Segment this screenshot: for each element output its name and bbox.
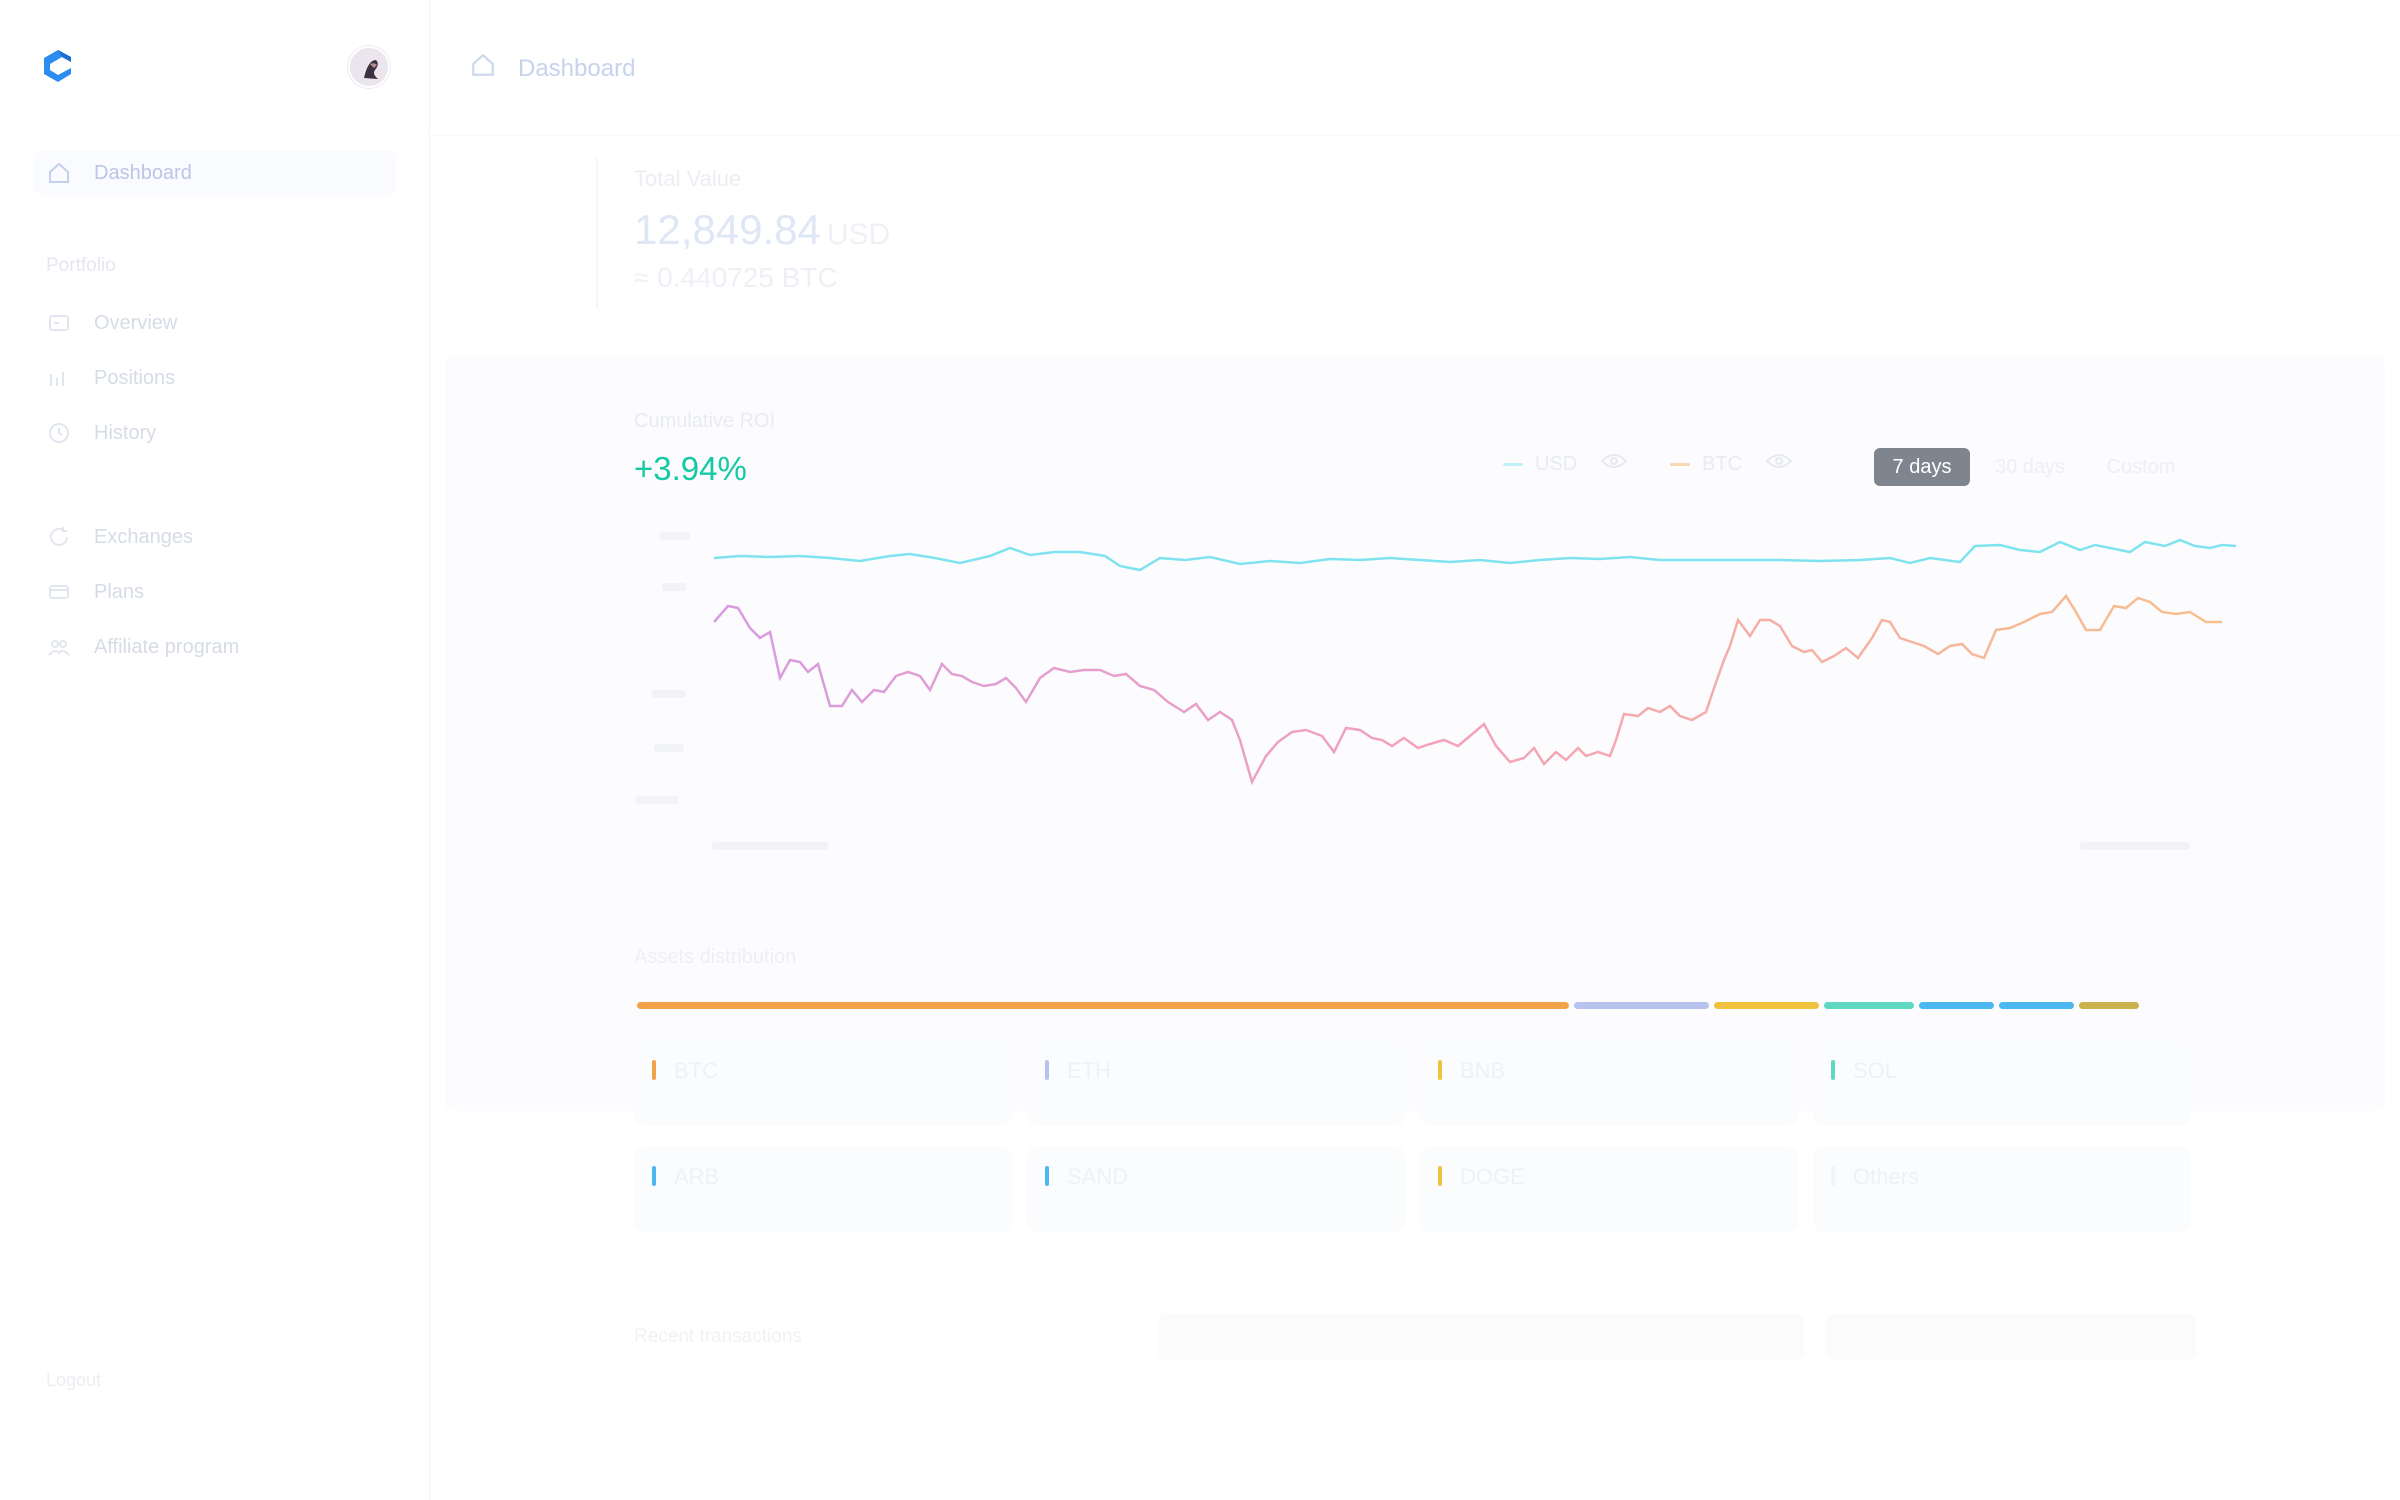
asset-card-bnb[interactable]: BNB xyxy=(1420,1040,1798,1126)
usd-series-line xyxy=(713,538,2237,572)
btc-series-line xyxy=(713,593,2222,786)
sidebar-item-exchanges[interactable]: Exchanges xyxy=(34,514,396,560)
range-7-days-button[interactable]: 7 days xyxy=(1874,448,1970,486)
sidebar-item-label: Dashboard xyxy=(94,161,192,184)
sidebar-item-label: History xyxy=(94,421,157,444)
roi-label: Cumulative ROI xyxy=(634,410,776,432)
logout-link[interactable]: Logout xyxy=(46,1370,102,1390)
sidebar-item-label: Affiliate program xyxy=(94,635,240,658)
roi-value: +3.94% xyxy=(634,450,747,487)
legend-label: USD xyxy=(1535,452,1578,475)
total-value-unit: USD xyxy=(826,218,891,251)
distribution-segment xyxy=(1919,1002,1994,1009)
distribution-segment xyxy=(1714,1002,1819,1009)
assets-distribution-label: Assets distribution xyxy=(634,946,797,968)
roi-panel xyxy=(445,356,2385,1111)
sidebar-item-label: Exchanges xyxy=(94,525,193,548)
logo-icon[interactable] xyxy=(38,46,78,86)
asset-card-name: SOL xyxy=(1853,1058,1898,1083)
home-icon xyxy=(46,160,72,186)
distribution-segment xyxy=(637,1002,1569,1009)
sidebar-item-dashboard[interactable]: Dashboard xyxy=(34,150,396,196)
asset-color-mark xyxy=(652,1166,656,1186)
asset-card-name: Others xyxy=(1853,1164,1920,1189)
legend-label: BTC xyxy=(1702,452,1742,475)
total-value-block: Total Value 12,849.84 USD ≈ 0.440725 BTC xyxy=(596,158,890,308)
asset-card-doge[interactable]: DOGE xyxy=(1420,1146,1798,1232)
asset-color-mark xyxy=(1045,1060,1049,1080)
asset-card-arb[interactable]: ARB xyxy=(634,1146,1012,1232)
legend-usd[interactable]: USD xyxy=(1503,452,1628,476)
total-value-amount: 12,849.84 xyxy=(634,206,821,253)
recent-transactions-label: Recent transactions xyxy=(634,1326,802,1347)
history-icon xyxy=(46,420,72,446)
eye-icon[interactable] xyxy=(1765,452,1793,476)
sidebar-item-label: Overview xyxy=(94,311,178,334)
exchanges-icon xyxy=(46,524,72,550)
transactions-search-input[interactable] xyxy=(1158,1314,1804,1360)
asset-card-others[interactable]: Others xyxy=(1813,1146,2191,1232)
sidebar-item-overview[interactable]: Overview xyxy=(34,300,396,346)
chart-axis-ticks xyxy=(636,532,2190,850)
asset-color-mark xyxy=(652,1060,656,1080)
legend-btc[interactable]: BTC xyxy=(1670,452,1793,476)
total-value-btc: ≈ 0.440725 BTC xyxy=(634,262,838,293)
range-30-days-button[interactable]: 30 days xyxy=(1994,455,2066,478)
asset-card-sand[interactable]: SAND xyxy=(1027,1146,1405,1232)
sidebar-item-label: Positions xyxy=(94,366,176,389)
sidebar: Dashboard Portfolio Overview Positions H… xyxy=(0,0,430,1500)
asset-card-name: BTC xyxy=(674,1058,718,1083)
sidebar-item-affiliate-program[interactable]: Affiliate program xyxy=(34,624,396,670)
asset-card-sol[interactable]: SOL xyxy=(1813,1040,2191,1126)
asset-color-mark xyxy=(1831,1060,1835,1080)
transactions-filter-select[interactable] xyxy=(1826,1314,2196,1360)
range-custom-button[interactable]: Custom xyxy=(2106,455,2176,478)
total-value-label: Total Value xyxy=(634,166,742,191)
sidebar-item-plans[interactable]: Plans xyxy=(34,569,396,615)
asset-card-eth[interactable]: ETH xyxy=(1027,1040,1405,1126)
asset-card-name: SAND xyxy=(1067,1164,1129,1189)
sidebar-section-label: Portfolio xyxy=(46,255,116,276)
asset-color-mark xyxy=(1438,1166,1442,1186)
sidebar-item-label: Plans xyxy=(94,580,145,603)
eye-icon[interactable] xyxy=(1600,452,1628,476)
page-title-text: Dashboard xyxy=(518,54,636,82)
sidebar-item-positions[interactable]: Positions xyxy=(34,355,396,401)
asset-color-mark xyxy=(1438,1060,1442,1080)
asset-color-mark xyxy=(1045,1166,1049,1186)
total-value: 12,849.84 USD xyxy=(634,206,890,254)
topbar xyxy=(431,0,2400,136)
asset-color-mark xyxy=(1831,1166,1835,1186)
distribution-segment xyxy=(1824,1002,1914,1009)
asset-card-name: DOGE xyxy=(1460,1164,1525,1189)
distribution-segment xyxy=(1999,1002,2074,1009)
distribution-segment xyxy=(1574,1002,1709,1009)
page-title: Dashboard xyxy=(470,52,635,85)
legend-swatch xyxy=(1670,462,1690,466)
asset-card-name: BNB xyxy=(1460,1058,1506,1083)
sidebar-item-history[interactable]: History xyxy=(34,410,396,456)
distribution-segment xyxy=(2079,1002,2139,1009)
avatar[interactable] xyxy=(348,46,390,88)
positions-icon xyxy=(46,365,72,391)
asset-card-btc[interactable]: BTC xyxy=(634,1040,1012,1126)
asset-card-name: ETH xyxy=(1067,1058,1111,1083)
home-icon xyxy=(470,52,496,85)
overview-icon xyxy=(46,310,72,336)
affiliate-icon xyxy=(46,634,72,660)
plans-icon xyxy=(46,579,72,605)
legend-swatch xyxy=(1503,462,1523,466)
asset-card-name: ARB xyxy=(674,1164,720,1189)
